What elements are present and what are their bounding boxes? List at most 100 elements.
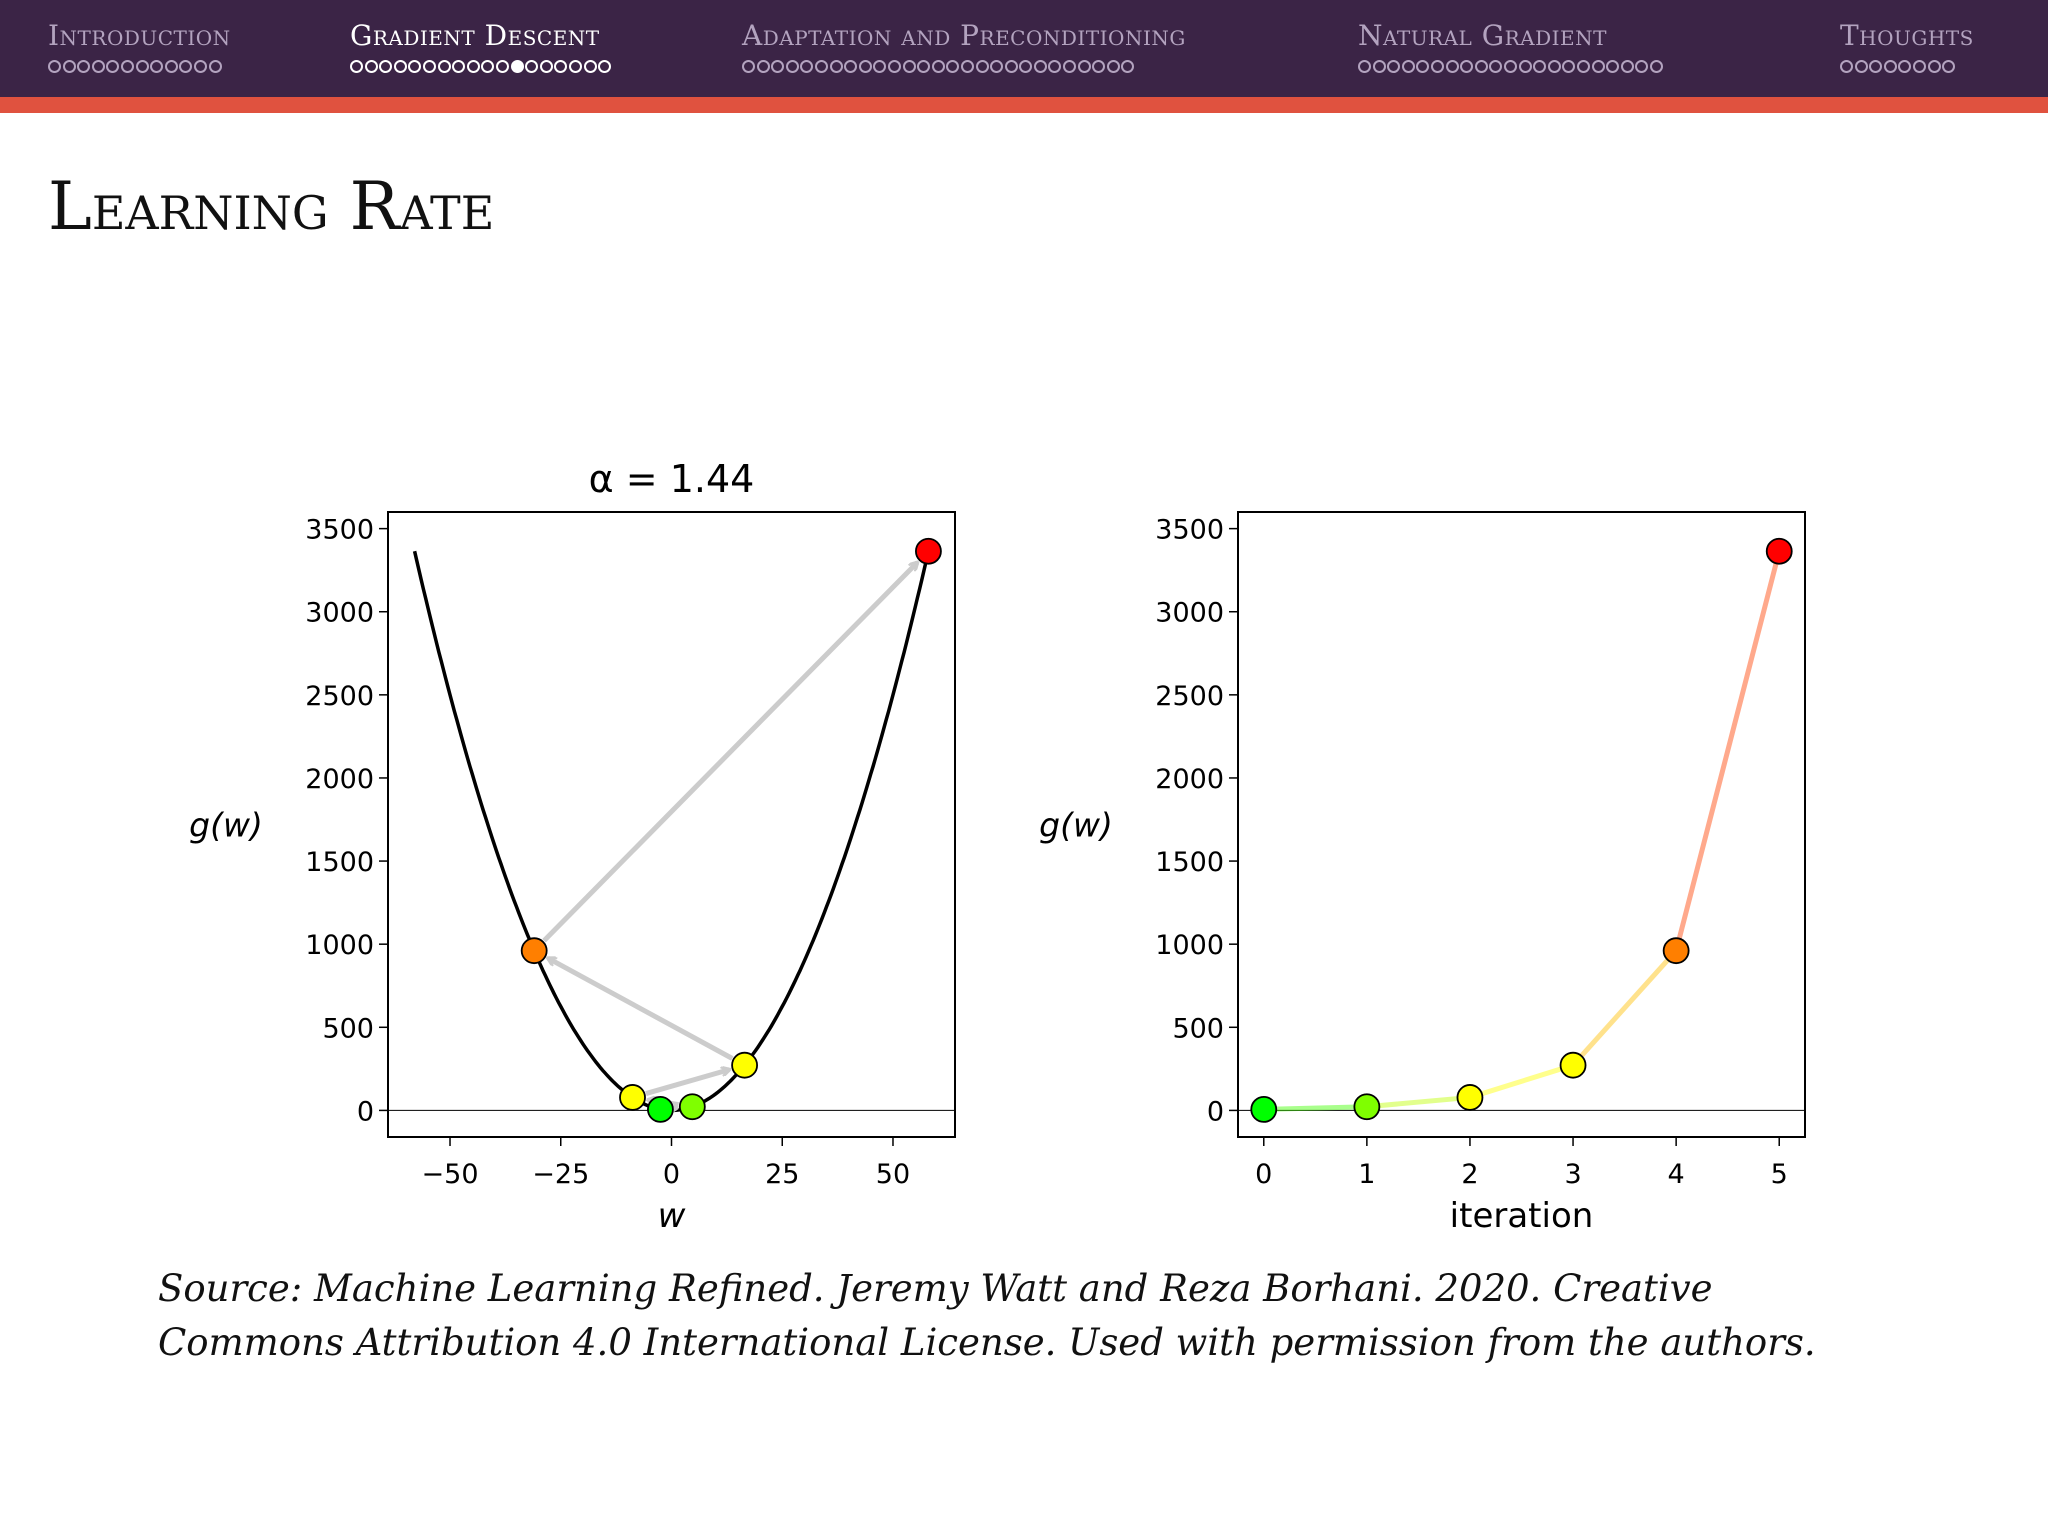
nav-section-title[interactable]: Introduction [48, 19, 231, 52]
nav-dot[interactable] [1106, 60, 1120, 73]
nav-dot[interactable] [554, 60, 568, 73]
nav-dot[interactable] [800, 60, 814, 73]
nav-dot[interactable] [1048, 60, 1062, 73]
nav-dot[interactable] [539, 60, 553, 73]
nav-dot[interactable] [193, 60, 207, 73]
history-point [1250, 1096, 1278, 1123]
nav-dot[interactable] [1358, 60, 1371, 73]
nav-dot[interactable] [179, 60, 193, 73]
nav-dot[interactable] [1898, 60, 1912, 73]
nav-dot[interactable] [452, 60, 466, 73]
nav-dot[interactable] [495, 60, 509, 73]
plot-frame [387, 511, 956, 1138]
nav-dot[interactable] [422, 60, 436, 73]
history-point [1456, 1084, 1484, 1111]
nav-dot[interactable] [135, 60, 149, 73]
nav-section-natural-gradient[interactable]: Natural Gradient [1358, 18, 1663, 73]
nav-dot[interactable] [77, 60, 91, 73]
nav-dot[interactable] [1063, 60, 1077, 73]
nav-section-title[interactable]: Gradient Descent [350, 19, 600, 52]
nav-dot[interactable] [1912, 60, 1926, 73]
nav-dot[interactable] [1489, 60, 1503, 73]
nav-dot[interactable] [62, 60, 76, 73]
nav-dot[interactable] [408, 60, 422, 73]
nav-dot[interactable] [1077, 60, 1091, 73]
nav-dot[interactable] [1019, 60, 1033, 73]
nav-dot[interactable] [1840, 60, 1853, 73]
nav-section-introduction[interactable]: Introduction [48, 18, 231, 73]
nav-dot[interactable] [1606, 60, 1620, 73]
nav-dot[interactable] [742, 60, 755, 73]
y-tick-label: 0 [357, 1096, 374, 1127]
nav-dot[interactable] [771, 60, 785, 73]
nav-dot[interactable] [1883, 60, 1897, 73]
nav-dot[interactable] [1474, 60, 1488, 73]
nav-dot[interactable] [1576, 60, 1590, 73]
nav-dot[interactable] [91, 60, 105, 73]
nav-dot[interactable] [1092, 60, 1106, 73]
nav-dot[interactable] [858, 60, 872, 73]
nav-dot[interactable] [1649, 60, 1663, 73]
nav-dot[interactable] [960, 60, 974, 73]
nav-dot[interactable] [1635, 60, 1649, 73]
nav-dot[interactable] [990, 60, 1004, 73]
nav-dot[interactable] [466, 60, 480, 73]
nav-dot[interactable] [1004, 60, 1018, 73]
nav-dot[interactable] [379, 60, 393, 73]
nav-dot[interactable] [1033, 60, 1047, 73]
nav-section-title[interactable]: Thoughts [1840, 19, 1974, 52]
nav-dot[interactable] [814, 60, 828, 73]
nav-dot[interactable] [525, 60, 539, 73]
nav-dot[interactable] [583, 60, 597, 73]
nav-dot[interactable] [1533, 60, 1547, 73]
nav-dot[interactable] [1854, 60, 1868, 73]
nav-dot[interactable] [785, 60, 799, 73]
nav-dot[interactable] [1460, 60, 1474, 73]
nav-dot[interactable] [1927, 60, 1941, 73]
nav-dot[interactable] [1562, 60, 1576, 73]
nav-dot[interactable] [150, 60, 164, 73]
nav-dot[interactable] [917, 60, 931, 73]
nav-dot[interactable] [350, 60, 363, 73]
nav-dot[interactable] [1401, 60, 1415, 73]
nav-dot[interactable] [946, 60, 960, 73]
nav-dot[interactable] [1869, 60, 1883, 73]
nav-dot[interactable] [1430, 60, 1444, 73]
nav-dot[interactable] [902, 60, 916, 73]
nav-dot[interactable] [1942, 60, 1956, 73]
nav-section-gradient-descent[interactable]: Gradient Descent [350, 18, 612, 73]
nav-dot[interactable] [887, 60, 901, 73]
nav-dot[interactable] [975, 60, 989, 73]
nav-dot[interactable] [756, 60, 770, 73]
nav-dot[interactable] [598, 60, 612, 73]
nav-dot[interactable] [393, 60, 407, 73]
nav-dot[interactable] [106, 60, 120, 73]
nav-section-thoughts[interactable]: Thoughts [1840, 18, 1974, 73]
nav-dot[interactable] [1620, 60, 1634, 73]
nav-dot[interactable] [164, 60, 178, 73]
nav-dot[interactable] [1445, 60, 1459, 73]
nav-dot[interactable] [481, 60, 495, 73]
nav-dot[interactable] [437, 60, 451, 73]
nav-dot[interactable] [1121, 60, 1135, 73]
nav-section-adaptation-and-preconditioning[interactable]: Adaptation and Preconditioning [742, 18, 1186, 73]
nav-dot[interactable] [364, 60, 378, 73]
nav-section-title[interactable]: Natural Gradient [1358, 19, 1607, 52]
nav-dot[interactable] [1387, 60, 1401, 73]
nav-dot[interactable] [873, 60, 887, 73]
nav-dot[interactable] [931, 60, 945, 73]
nav-dot[interactable] [1372, 60, 1386, 73]
nav-dot[interactable] [48, 60, 61, 73]
nav-dot-current[interactable] [510, 60, 524, 73]
nav-dot[interactable] [208, 60, 222, 73]
nav-section-title[interactable]: Adaptation and Preconditioning [742, 19, 1186, 52]
nav-dot[interactable] [1547, 60, 1561, 73]
nav-dot[interactable] [1518, 60, 1532, 73]
nav-dot[interactable] [1416, 60, 1430, 73]
nav-dot[interactable] [1503, 60, 1517, 73]
nav-dot[interactable] [1591, 60, 1605, 73]
nav-dot[interactable] [568, 60, 582, 73]
nav-dot[interactable] [120, 60, 134, 73]
nav-dot[interactable] [829, 60, 843, 73]
nav-dot[interactable] [844, 60, 858, 73]
